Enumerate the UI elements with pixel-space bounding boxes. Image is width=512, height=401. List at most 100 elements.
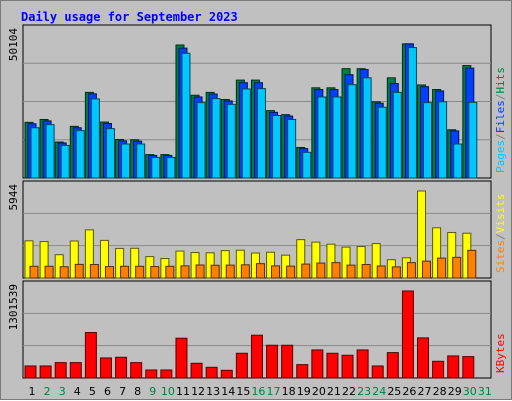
day-label-7: 7 (119, 385, 126, 398)
day-label-4: 4 (74, 385, 81, 398)
chart-title: Daily usage for September 2023 (21, 10, 238, 24)
bar-sites-day-19 (301, 263, 311, 279)
bar-kbytes-day-9 (145, 369, 158, 379)
bar-pages-day-16 (256, 88, 266, 179)
legend-entry: Sites (494, 240, 507, 273)
bar-visits-day-24 (371, 243, 381, 279)
bar-sites-day-1 (29, 265, 39, 279)
bar-sites-day-2 (44, 265, 54, 279)
bar-visits-day-5 (84, 229, 94, 279)
bar-kbytes-day-25 (386, 352, 399, 379)
day-label-31: 31 (478, 385, 492, 398)
bar-kbytes-day-20 (311, 349, 324, 379)
legend-entry: / (494, 233, 507, 240)
legend-entry: Hits (494, 67, 507, 94)
bar-pages-day-30 (468, 101, 478, 179)
bar-kbytes-day-13 (205, 366, 218, 379)
bar-sites-day-15 (240, 264, 250, 279)
bar-kbytes-day-28 (432, 360, 445, 379)
bar-visits-day-22 (341, 246, 351, 279)
bar-pages-day-9 (151, 156, 161, 179)
bar-pages-day-11 (181, 52, 191, 179)
bar-pages-day-1 (30, 127, 40, 179)
bar-visits-day-23 (356, 246, 366, 279)
bar-sites-day-14 (225, 264, 235, 279)
bar-sites-day-12 (195, 264, 205, 279)
bar-sites-day-17 (271, 265, 281, 279)
day-label-12: 12 (191, 385, 205, 398)
bar-sites-day-25 (391, 266, 401, 279)
bar-visits-day-4 (69, 240, 79, 279)
bar-visits-day-11 (175, 250, 185, 279)
bar-visits-day-6 (99, 239, 109, 279)
bar-visits-day-7 (115, 247, 125, 279)
bar-kbytes-day-18 (281, 344, 294, 379)
bar-kbytes-day-5 (84, 332, 97, 379)
day-label-24: 24 (372, 385, 386, 398)
bar-sites-day-21 (331, 262, 341, 279)
day-label-20: 20 (312, 385, 326, 398)
day-label-16: 16 (251, 385, 265, 398)
bar-sites-day-5 (89, 264, 99, 279)
legend-entry: Pages (494, 140, 507, 173)
panel-legend: KBytes (494, 333, 507, 373)
bar-sites-day-4 (74, 263, 84, 279)
bar-sites-day-3 (59, 266, 69, 279)
bar-kbytes-day-29 (447, 355, 460, 379)
bar-sites-day-11 (180, 265, 190, 279)
bar-pages-day-28 (438, 101, 448, 179)
bar-kbytes-day-22 (341, 354, 354, 379)
bar-pages-day-22 (347, 84, 357, 179)
bar-pages-day-7 (121, 143, 131, 179)
bar-sites-day-9 (150, 266, 160, 279)
bar-pages-day-17 (272, 114, 282, 179)
bar-pages-day-24 (377, 106, 387, 179)
bar-visits-day-14 (220, 250, 230, 279)
bar-kbytes-day-21 (326, 352, 339, 379)
bar-pages-day-13 (211, 98, 221, 179)
day-label-22: 22 (342, 385, 356, 398)
bar-sites-day-28 (437, 257, 447, 279)
bar-visits-day-15 (235, 249, 245, 279)
day-label-13: 13 (206, 385, 220, 398)
day-label-28: 28 (433, 385, 447, 398)
bar-pages-day-26 (407, 47, 417, 179)
bar-sites-day-18 (286, 265, 296, 279)
bar-sites-day-6 (104, 266, 114, 279)
bar-sites-day-27 (422, 260, 432, 279)
day-label-2: 2 (44, 385, 51, 398)
bar-pages-day-15 (241, 88, 251, 179)
bar-sites-day-20 (316, 262, 326, 279)
chart-panels: 50104Pages/Files/Hits5944Sites/Visits130… (7, 24, 507, 379)
day-label-19: 19 (297, 385, 311, 398)
bar-kbytes-day-16 (250, 334, 263, 379)
bar-sites-day-24 (376, 265, 386, 279)
panel-visits-sites: 5944 Sites/Visits (7, 180, 507, 279)
bar-kbytes-day-10 (160, 369, 173, 379)
bar-sites-day-30 (467, 249, 477, 279)
day-label-10: 10 (161, 385, 175, 398)
bar-pages-day-23 (362, 77, 372, 179)
bar-visits-day-17 (266, 251, 276, 279)
bar-pages-day-29 (453, 143, 463, 179)
day-label-6: 6 (104, 385, 111, 398)
bar-kbytes-day-6 (99, 357, 112, 379)
panel-max-label: 50104 (7, 28, 20, 61)
bar-pages-day-5 (90, 98, 100, 179)
day-label-14: 14 (221, 385, 235, 398)
day-label-1: 1 (29, 385, 36, 398)
legend-entry: Files (494, 100, 507, 133)
bar-sites-day-16 (255, 263, 265, 279)
bar-visits-day-21 (326, 243, 336, 279)
day-label-18: 18 (282, 385, 296, 398)
day-label-15: 15 (236, 385, 250, 398)
bar-sites-day-29 (452, 256, 462, 279)
bar-pages-day-25 (392, 91, 402, 179)
bar-kbytes-day-26 (401, 290, 414, 379)
bar-kbytes-day-3 (54, 362, 67, 379)
bar-pages-day-14 (226, 103, 236, 179)
bar-kbytes-day-14 (220, 369, 233, 379)
bar-kbytes-day-17 (266, 344, 279, 379)
bar-pages-day-18 (287, 118, 297, 179)
